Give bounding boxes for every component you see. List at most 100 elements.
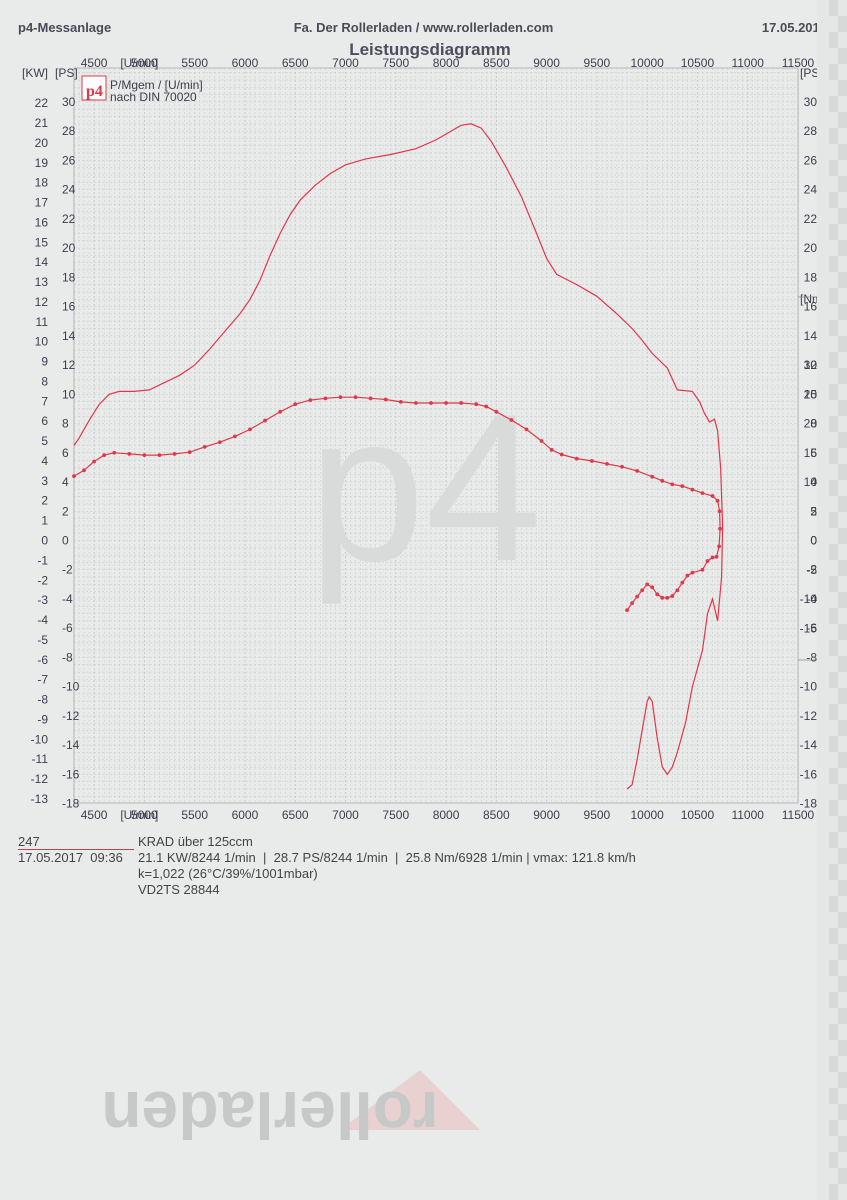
torque-data-point	[474, 402, 479, 407]
kw-tick-label: -10	[31, 732, 49, 746]
edge-square	[838, 848, 847, 864]
p4-watermark: p4	[308, 370, 542, 605]
edge-square	[829, 480, 838, 496]
ps-tick-label-right: 26	[804, 153, 818, 167]
ps-tick-label-right: -6	[806, 621, 817, 635]
torque-data-point	[202, 445, 207, 449]
ps-tick-label-right: -14	[800, 738, 818, 752]
kw-tick-label: 4	[41, 454, 48, 468]
torque-data-point	[718, 526, 722, 531]
torque-data-point	[524, 427, 529, 432]
edge-square	[829, 64, 838, 80]
kw-tick-label: 20	[35, 136, 49, 150]
torque-data-point	[690, 570, 695, 575]
ps-tick-label-left: 8	[62, 417, 69, 431]
edge-square	[838, 208, 847, 224]
nm-tick-label: -15	[800, 621, 818, 635]
edge-square	[838, 368, 847, 384]
kw-tick-label: -13	[31, 792, 49, 806]
power-chart: p4Leistungsdiagramm450045005000500055005…	[22, 40, 830, 822]
torque-data-point	[187, 450, 192, 455]
edge-square	[829, 160, 838, 176]
torque-data-point	[559, 452, 564, 457]
edge-square	[829, 384, 838, 400]
torque-data-point	[655, 592, 660, 597]
x-tick-label-bottom: 8000	[433, 808, 460, 822]
x-tick-label-top: 7500	[382, 56, 409, 70]
ps-tick-label-left: 6	[62, 446, 69, 460]
legend-line-2: nach DIN 70020	[110, 90, 197, 104]
nm-tick-label: 5	[810, 504, 817, 518]
edge-square	[838, 1008, 847, 1024]
ps-tick-label-right: -10	[800, 680, 818, 694]
edge-square	[829, 864, 838, 880]
run-results: 21.1 KW/8244 1/min | 28.7 PS/8244 1/min …	[138, 850, 636, 865]
kw-tick-label: -11	[32, 752, 49, 766]
torque-data-point	[323, 396, 328, 401]
edge-square	[829, 736, 838, 752]
x-tick-label-top: 10000	[630, 56, 664, 70]
nm-tick-label: 20	[804, 417, 818, 431]
torque-data-point	[717, 509, 722, 514]
torque-data-point	[338, 395, 343, 400]
edge-square	[829, 192, 838, 208]
torque-data-point	[714, 554, 719, 559]
svg-text:rollerladen: rollerladen	[101, 1078, 438, 1152]
edge-square	[838, 1168, 847, 1184]
ps-axis-label-left: [PS]	[55, 66, 78, 80]
x-tick-label-bottom: 8500	[483, 808, 510, 822]
legend-line-1: P/Mgem / [U/min]	[110, 78, 203, 92]
ps-tick-label-left: 22	[62, 212, 76, 226]
header-center: Fa. Der Rollerladen / www.rollerladen.co…	[293, 20, 554, 35]
x-tick-label-top: 10500	[681, 56, 715, 70]
edge-square	[838, 272, 847, 288]
edge-square	[829, 608, 838, 624]
torque-data-point	[308, 398, 313, 402]
kw-tick-label: 15	[35, 235, 49, 249]
edge-square	[838, 464, 847, 480]
torque-data-point	[670, 594, 675, 598]
edge-square	[838, 400, 847, 416]
torque-data-point	[278, 409, 283, 414]
torque-data-point	[82, 468, 86, 473]
edge-square	[838, 16, 847, 32]
torque-data-point	[248, 427, 252, 432]
x-tick-label-bottom: 5500	[181, 808, 208, 822]
x-unit-label-top: [U/min]	[120, 56, 158, 70]
vehicle-code: VD2TS 28844	[138, 882, 220, 897]
ps-tick-label-right: 30	[804, 95, 818, 109]
edge-square	[829, 0, 838, 16]
ps-tick-label-left: 10	[62, 387, 76, 401]
nm-tick-label: -5	[806, 563, 817, 577]
edge-square	[838, 240, 847, 256]
x-tick-label-bottom: 10000	[630, 808, 664, 822]
ps-tick-label-right: 2	[810, 504, 817, 518]
x-tick-label-top: 5000	[131, 56, 158, 70]
edge-square	[838, 80, 847, 96]
edge-square	[838, 880, 847, 896]
edge-square	[829, 320, 838, 336]
torque-data-point	[142, 453, 147, 457]
edge-square	[829, 1088, 838, 1104]
ps-tick-label-left: 12	[62, 358, 76, 372]
edge-square	[838, 1072, 847, 1088]
p4-logo-text: p4	[86, 83, 103, 100]
kw-tick-label: 13	[35, 275, 49, 289]
ps-tick-label-left: 18	[62, 270, 76, 284]
ps-tick-label-right: -2	[806, 563, 817, 577]
edge-square	[838, 816, 847, 832]
x-tick-label-top: 7000	[332, 56, 359, 70]
x-tick-label-top: 11000	[731, 56, 764, 70]
correction-factor: k=1,022 (26°C/39%/1001mbar)	[138, 866, 318, 881]
torque-data-point	[429, 401, 433, 405]
torque-data-point	[645, 582, 650, 587]
kw-tick-label: 21	[35, 116, 49, 130]
x-tick-label-bottom: 6000	[232, 808, 259, 822]
torque-data-point	[700, 567, 705, 572]
x-unit-label-bottom: [U/min]	[120, 808, 158, 822]
edge-square	[838, 528, 847, 544]
ps-tick-label-right: 12	[804, 358, 818, 372]
edge-square	[829, 352, 838, 368]
x-tick-label-bottom: 11000	[731, 808, 764, 822]
kw-tick-label: 3	[41, 474, 48, 488]
